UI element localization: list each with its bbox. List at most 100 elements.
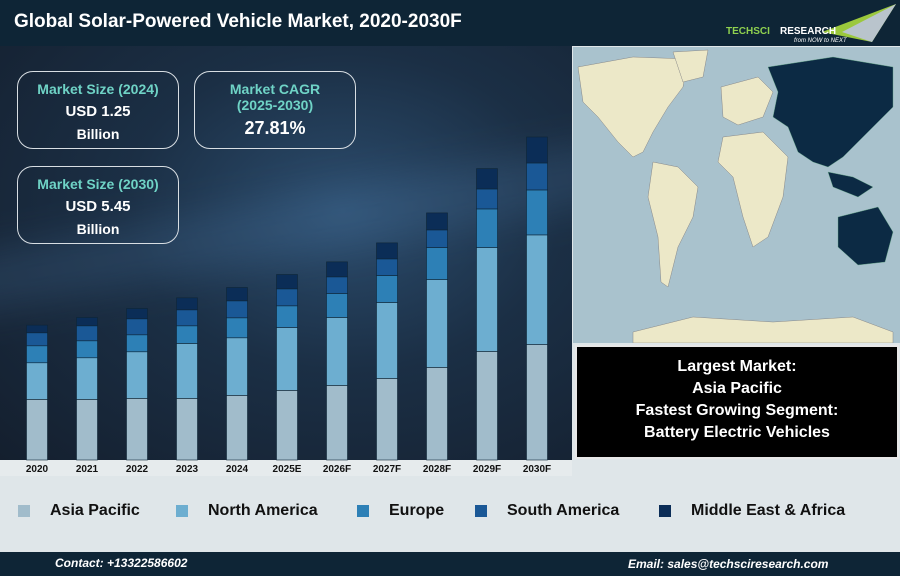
bar-north-america-2029F (476, 247, 498, 352)
bar-europe-2021 (76, 340, 98, 359)
bar-europe-2029F (476, 208, 498, 248)
bar-middle-east-africa-2025E (276, 274, 298, 290)
map-australia (837, 206, 894, 266)
bar-south-america-2028F (426, 229, 448, 248)
bar-asia-pacific-2021 (76, 399, 98, 461)
legend-label: North America (208, 502, 318, 519)
bar-north-america-2027F (376, 302, 398, 379)
kpi-label-period: (2025-2030) (236, 97, 314, 113)
bar-europe-2023 (176, 325, 198, 344)
bar-asia-pacific-2022 (126, 398, 148, 461)
bar-south-america-2029F (476, 188, 498, 210)
x-tick-label: 2026F (323, 464, 351, 475)
bar-north-america-2025E (276, 327, 298, 391)
techsci-logo: TECHSCI RESEARCH from NOW to NEXT (726, 4, 896, 44)
bar-middle-east-africa-2026F (326, 261, 348, 278)
bar-south-america-2020 (26, 332, 48, 347)
kpi-label: Market Size (2024) (37, 81, 159, 97)
bar-south-america-2027F (376, 258, 398, 276)
legend-swatch (176, 505, 188, 517)
kpi-value: 27.81% (244, 118, 306, 138)
bar-north-america-2030F (526, 234, 548, 345)
legend-label: Middle East & Africa (691, 502, 846, 519)
x-tick-label: 2029F (473, 464, 501, 475)
kpi-label: Market Size (2030) (37, 176, 159, 192)
contact-email: Email: sales@techsciresearch.com (628, 557, 829, 571)
bar-asia-pacific-2025E (276, 390, 298, 461)
kpi-market-size-2024: Market Size (2024) USD 1.25 Billion (17, 71, 179, 149)
legend-swatch (357, 505, 369, 517)
bar-middle-east-africa-2023 (176, 297, 198, 311)
bar-asia-pacific-2030F (526, 344, 548, 461)
bar-europe-2025E (276, 305, 298, 328)
bar-asia-pacific-2027F (376, 378, 398, 461)
bar-south-america-2025E (276, 288, 298, 307)
bar-europe-2020 (26, 345, 48, 364)
bar-europe-2026F (326, 293, 348, 318)
bar-south-america-2030F (526, 162, 548, 191)
bar-europe-2030F (526, 189, 548, 236)
svg-text:TECHSCI: TECHSCI (726, 26, 770, 37)
bar-europe-2027F (376, 275, 398, 303)
x-tick-label: 2025E (273, 464, 302, 475)
bar-south-america-2026F (326, 276, 348, 294)
fastest-segment-value: Battery Electric Vehicles (644, 424, 830, 441)
legend-swatch (659, 505, 671, 517)
svg-text:from NOW to NEXT: from NOW to NEXT (794, 38, 848, 44)
bar-middle-east-africa-2024 (226, 287, 248, 302)
bar-north-america-2024 (226, 337, 248, 396)
kpi-label: Market CAGR (229, 81, 321, 97)
x-tick-label: 2022 (126, 464, 149, 475)
bar-south-america-2023 (176, 309, 198, 327)
map-asia (767, 56, 894, 168)
bar-asia-pacific-2023 (176, 398, 198, 461)
bar-middle-east-africa-2028F (426, 212, 448, 231)
map-europe (720, 76, 774, 126)
bar-south-america-2024 (226, 300, 248, 319)
bar-south-america-2021 (76, 325, 98, 342)
legend-swatch (475, 505, 487, 517)
bar-europe-2022 (126, 334, 148, 353)
largest-market-value: Asia Pacific (692, 380, 782, 397)
bar-middle-east-africa-2027F (376, 242, 398, 260)
contact-phone: Contact: +13322586602 (55, 556, 188, 570)
kpi-value: USD 1.25 (65, 103, 131, 120)
bar-europe-2024 (226, 317, 248, 339)
svg-text:RESEARCH: RESEARCH (780, 26, 836, 37)
x-tick-label: 2028F (423, 464, 451, 475)
bar-north-america-2022 (126, 351, 148, 399)
kpi-market-size-2030: Market Size (2030) USD 5.45 Billion (17, 166, 179, 244)
bar-middle-east-africa-2030F (526, 136, 548, 164)
kpi-market-cagr: Market CAGR (2025-2030) 27.81% (194, 71, 356, 149)
stacked-bar-chart: 2020 2021 2022 2023 2024 2025E 2026F 2027F 2028F… (26, 136, 551, 475)
bar-asia-pacific-2024 (226, 395, 248, 461)
world-map (573, 47, 900, 343)
fastest-segment-label: Fastest Growing Segment: (635, 402, 839, 419)
kpi-unit: Billion (76, 221, 120, 237)
x-axis-strip (0, 460, 572, 476)
map-antarctica (632, 316, 894, 343)
x-tick-label: 2021 (76, 464, 99, 475)
bar-middle-east-africa-2029F (476, 168, 498, 190)
legend-label: South America (507, 502, 620, 519)
key-insights-box: Largest Market: Asia Pacific Fastest Gro… (575, 345, 899, 459)
page-title: Global Solar-Powered Vehicle Market, 202… (14, 11, 462, 32)
legend-item: North America (176, 502, 318, 520)
bar-north-america-2026F (326, 317, 348, 386)
map-south-america (647, 161, 699, 288)
bar-asia-pacific-2029F (476, 351, 498, 461)
bar-asia-pacific-2020 (26, 399, 48, 461)
legend-label: Asia Pacific (50, 502, 140, 519)
bar-north-america-2021 (76, 357, 98, 400)
legend-item: Europe (357, 502, 444, 520)
x-tick-label: 2024 (226, 464, 249, 475)
bar-asia-pacific-2026F (326, 385, 348, 461)
map-greenland (672, 49, 709, 83)
legend-item: Middle East & Africa (659, 502, 845, 520)
bar-middle-east-africa-2020 (26, 324, 48, 334)
x-tick-label: 2020 (26, 464, 49, 475)
map-africa (717, 131, 789, 248)
bar-south-america-2022 (126, 318, 148, 336)
bar-north-america-2028F (426, 279, 448, 368)
x-tick-label: 2027F (373, 464, 401, 475)
